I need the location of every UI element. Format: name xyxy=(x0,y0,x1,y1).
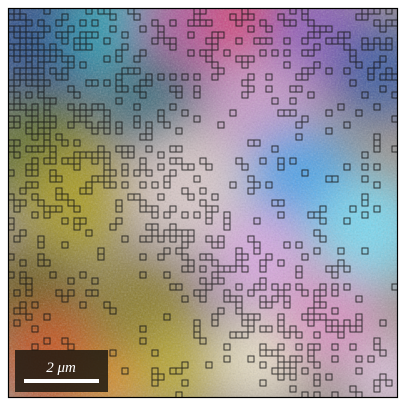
frame xyxy=(7,7,399,399)
grain-boundaries xyxy=(8,8,398,398)
scale-bar xyxy=(24,379,99,383)
pixel-noise xyxy=(8,8,398,398)
scale-bar-label: 2 μm xyxy=(46,360,76,376)
scale-bar-background xyxy=(15,350,108,392)
